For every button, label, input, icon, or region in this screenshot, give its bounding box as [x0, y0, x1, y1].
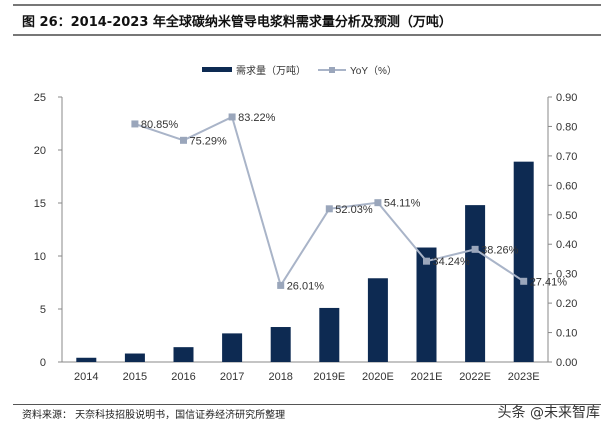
bar	[270, 327, 291, 362]
yoy-label: 75.29%	[190, 135, 228, 147]
x-tick-label: 2014	[74, 371, 98, 383]
right-tick-label: 0.30	[556, 269, 577, 281]
chart: 0 5 10 15 20 25 0.00 0.10 0.20 0.30 0.40 0.50 0.60 0.…	[34, 64, 578, 383]
yoy-label: 54.11%	[384, 198, 421, 210]
right-tick-label: 0.20	[556, 298, 577, 310]
right-tick-label: 0.00	[556, 357, 577, 369]
yoy-label: 27.41%	[530, 276, 568, 288]
yoy-label: 34.24%	[433, 256, 471, 268]
yoy-label: 38.26%	[481, 244, 519, 256]
figure-title: 图 26：2014-2023 年全球碳纳米管导电浆料需求量分析及预测（万吨）	[22, 15, 452, 30]
right-tick-label: 0.50	[556, 210, 577, 222]
yoy-point	[471, 245, 479, 253]
x-tick-label: 2017	[220, 371, 244, 383]
bar	[76, 357, 97, 362]
bar	[222, 333, 243, 362]
yoy-label: 80.85%	[141, 119, 179, 131]
left-tick-label: 5	[40, 304, 46, 316]
x-tick-label: 2021E	[411, 371, 443, 383]
yoy-point	[423, 257, 430, 265]
watermark: 头条 @未来智库	[497, 405, 600, 421]
source-note: 资料来源： 天奈科技招股说明书，国信证券经济研究所整理	[22, 410, 286, 421]
x-tick-label: 2020E	[362, 371, 394, 383]
legend-bar-label: 需求量（万吨）	[236, 64, 306, 77]
yoy-label: 52.03%	[335, 204, 373, 216]
legend-line-marker	[329, 67, 335, 73]
left-tick-label: 20	[34, 145, 46, 157]
top-rule	[13, 4, 601, 6]
bar	[465, 205, 486, 362]
right-tick-label: 0.90	[556, 92, 577, 104]
bar	[173, 347, 194, 362]
yoy-point	[277, 281, 285, 289]
source-rule	[13, 404, 601, 405]
right-tick-label: 0.70	[556, 151, 577, 163]
legend-line-label: YoY（%）	[350, 65, 397, 77]
x-tick-label: 2018	[268, 371, 292, 383]
yoy-label: 26.01%	[287, 280, 325, 292]
yoy-point	[180, 136, 187, 144]
x-tick-label: 2016	[171, 371, 195, 383]
right-tick-label: 0.40	[556, 239, 577, 251]
bar	[513, 161, 534, 362]
yoy-point	[131, 120, 139, 128]
left-tick-label: 25	[34, 92, 46, 104]
title-rule	[13, 34, 601, 36]
x-tick-label: 2022E	[459, 371, 491, 383]
left-tick-label: 10	[34, 251, 46, 263]
x-tick-label: 2019E	[313, 371, 345, 383]
yoy-label: 83.22%	[238, 112, 276, 124]
right-tick-label: 0.10	[556, 328, 577, 340]
right-tick-label: 0.80	[556, 121, 577, 133]
yoy-point	[325, 205, 333, 213]
yoy-point	[520, 277, 528, 285]
bar	[367, 278, 388, 362]
bar	[124, 353, 145, 362]
x-tick-label: 2023E	[508, 371, 540, 383]
x-tick-label: 2015	[123, 371, 147, 383]
bar	[319, 307, 340, 362]
legend-bar-swatch	[202, 67, 232, 72]
right-tick-label: 0.60	[556, 180, 577, 192]
yoy-point	[228, 113, 236, 121]
bar	[416, 247, 437, 362]
yoy-point	[374, 199, 382, 207]
left-tick-label: 15	[34, 198, 46, 210]
left-tick-label: 0	[40, 357, 46, 369]
